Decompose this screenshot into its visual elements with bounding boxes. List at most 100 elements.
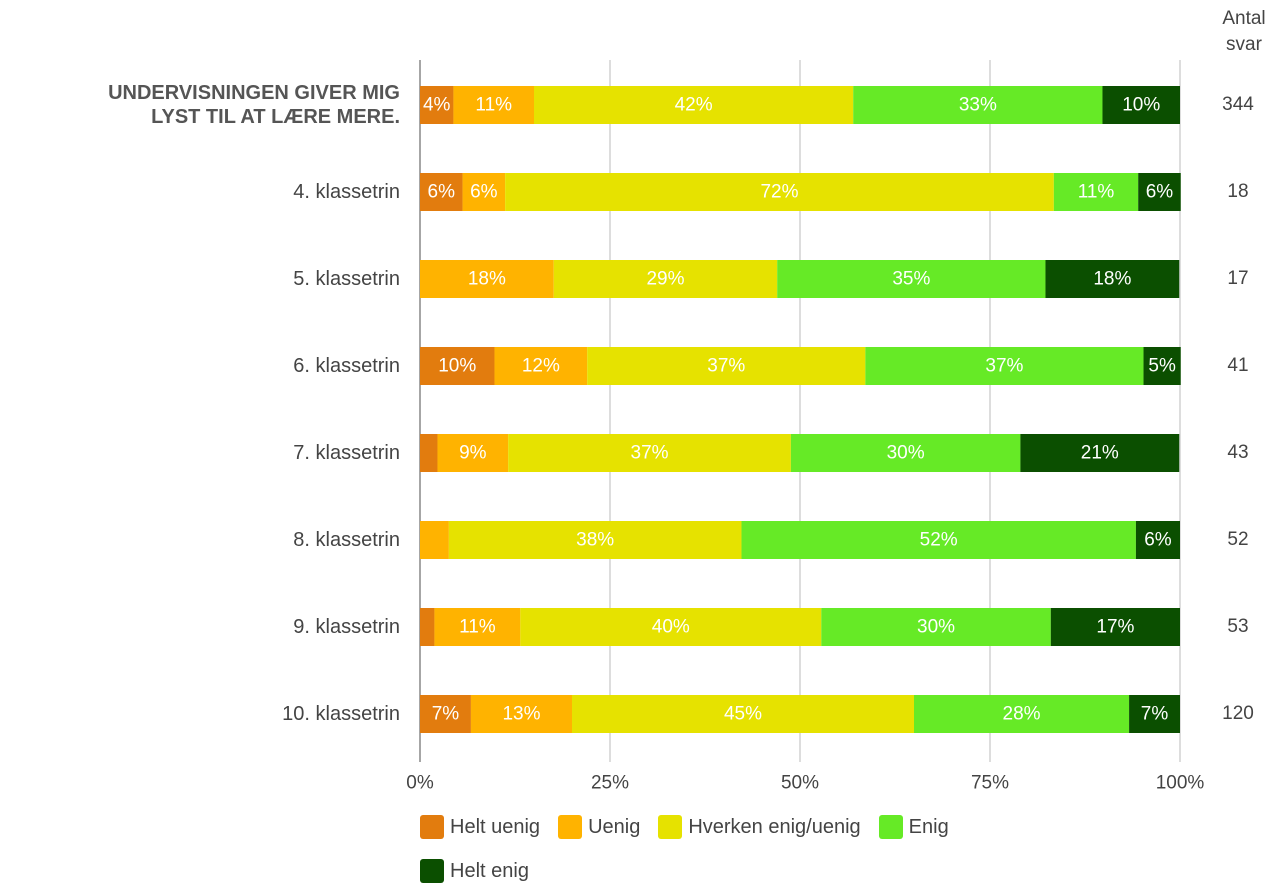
bar-segment [520,608,822,646]
data-label: 21% [1081,443,1119,464]
data-label: 6% [470,182,498,203]
count-label: 41 [1227,355,1249,376]
count-label: 18 [1227,181,1249,202]
legend-item: Hverken enig/uenig [658,812,861,842]
category-label: 7. klassetrin [293,442,400,464]
data-label: 6% [1146,182,1174,203]
counts-header: Antal svar [1200,6,1276,58]
data-label: 4% [423,95,451,116]
data-label: 7% [432,704,460,725]
legend-swatch [420,859,444,883]
bar-segment [420,86,454,124]
data-label: 52% [920,530,958,551]
bar-segment [1138,173,1181,211]
legend-swatch [878,815,903,839]
bar-segment [1050,608,1180,646]
counts-header-text: Antal svar [1222,8,1266,55]
category-label: UNDERVISNINGEN GIVER MIG LYST TIL AT LÆR… [108,82,400,128]
x-tick-label: 50% [781,773,819,794]
bar-segment [494,347,588,385]
legend-label: Hverken enig/uenig [688,815,861,838]
data-label: 13% [502,704,540,725]
legend-swatch [658,815,683,839]
data-label: 11% [475,95,512,116]
data-label: 12% [522,356,560,377]
bar-segment [777,260,1046,298]
data-label: 11% [1078,182,1115,203]
legend-item: Helt enig [420,856,529,886]
legend-swatch [420,815,444,839]
legend-swatch [558,815,583,839]
bar-segment [741,521,1136,559]
data-label: 28% [1003,704,1041,725]
bar-segment [821,608,1051,646]
data-label: 33% [959,95,997,116]
bar-segment [462,173,506,211]
count-label: 43 [1227,442,1249,463]
count-label: 17 [1227,268,1249,289]
x-tick-label: 75% [971,773,1009,794]
legend-label: Enig [908,815,949,838]
bar-segment [914,695,1130,733]
data-label: 11% [459,617,496,638]
bar-segment [534,86,854,124]
bar-segment [420,347,495,385]
bar-segment [587,347,866,385]
data-label: 6% [428,182,456,203]
bar-segment [1143,347,1181,385]
bar-segment [1045,260,1180,298]
bar-segment [505,173,1054,211]
x-tick-label: 25% [591,773,629,794]
category-label: 6. klassetrin [293,355,400,377]
category-label: 8. klassetrin [293,529,400,551]
bar-segment [1020,434,1180,472]
bar-segment [508,434,791,472]
bar-segment [420,695,471,733]
bar-segment [420,521,449,559]
x-tick-label: 0% [406,773,434,794]
data-label: 42% [675,95,713,116]
category-label: 5. klassetrin [293,268,400,290]
data-label: 45% [724,704,762,725]
data-label: 72% [760,182,798,203]
x-tick-label: 100% [1156,773,1205,794]
data-label: 30% [887,443,925,464]
data-label: 40% [652,617,690,638]
bar-segment [853,86,1103,124]
legend-item: Uenig [558,812,640,842]
count-label: 53 [1227,616,1249,637]
legend-label: Helt uenig [450,815,541,838]
legend-label: Uenig [588,815,641,838]
bar-segment [790,434,1021,472]
category-label: 9. klassetrin [293,616,400,638]
bar-segment [453,86,534,124]
legend-item: Helt uenig [420,812,540,842]
data-label: 37% [631,443,669,464]
bar-segment [420,260,554,298]
data-label: 18% [1093,269,1131,290]
bar-segment [470,695,572,733]
data-label: 30% [917,617,955,638]
category-label: 10. klassetrin [282,703,400,725]
data-label: 10% [1122,95,1160,116]
data-label: 9% [459,443,487,464]
category-label: 4. klassetrin [293,181,400,203]
count-label: 120 [1222,703,1254,724]
bar-segment [1135,521,1180,559]
count-label: 344 [1222,94,1254,115]
bar-segment [420,434,438,472]
data-label: 29% [646,269,684,290]
bar-segment [1102,86,1180,124]
legend-label: Helt enig [450,859,529,882]
bar-segment [865,347,1144,385]
bar-segment [448,521,742,559]
data-label: 17% [1096,617,1134,638]
data-label: 37% [707,356,745,377]
data-label: 10% [438,356,476,377]
data-label: 18% [468,269,506,290]
legend: Helt uenig Uenig Hverken enig/uenig Enig Hel… [420,812,1080,886]
data-label: 37% [985,356,1023,377]
bar-segment [420,608,435,646]
